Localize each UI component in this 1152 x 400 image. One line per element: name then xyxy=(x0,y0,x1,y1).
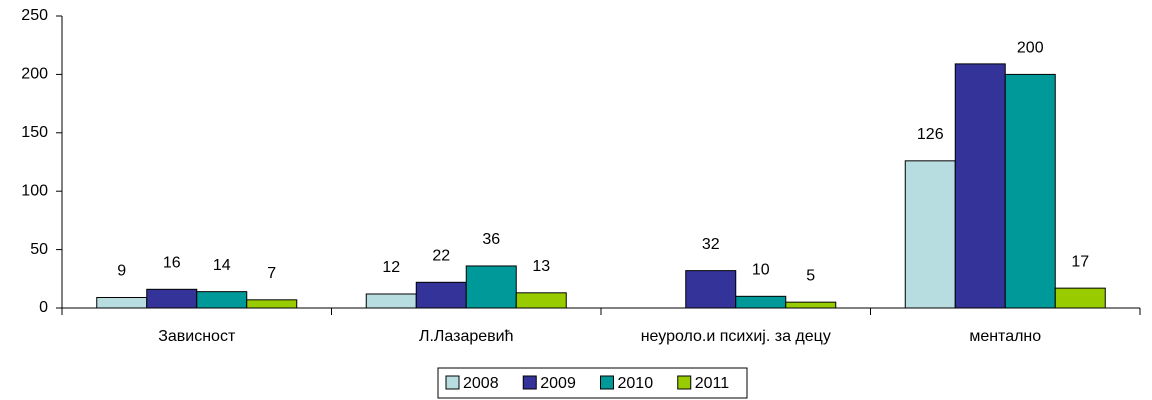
x-tick-label: Зависност xyxy=(158,328,236,345)
data-label: 126 xyxy=(917,126,944,143)
bar xyxy=(954,63,1006,309)
bar xyxy=(365,293,417,309)
legend-swatch xyxy=(677,375,692,390)
bar xyxy=(785,301,837,309)
bar xyxy=(196,291,248,309)
y-tick-label: 100 xyxy=(21,182,48,199)
bar xyxy=(146,288,198,309)
x-tick-label: Л.Лазаревић xyxy=(419,328,514,345)
legend-swatch xyxy=(522,375,537,390)
legend-label: 2009 xyxy=(540,375,576,392)
legend-swatch xyxy=(445,375,460,390)
bar xyxy=(246,299,298,309)
data-label: 17 xyxy=(1071,253,1089,270)
bar xyxy=(685,270,737,309)
x-tick-label: неуроло.и психиј. за децу xyxy=(641,328,831,345)
data-label: 32 xyxy=(702,236,720,253)
data-label: 12 xyxy=(382,259,400,276)
x-tick-label: ментално xyxy=(969,328,1041,345)
y-tick-label: 150 xyxy=(21,124,48,141)
data-label: 7 xyxy=(267,265,276,282)
y-tick-label: 50 xyxy=(30,241,48,258)
data-label: 22 xyxy=(432,248,450,265)
legend-label: 2010 xyxy=(618,375,654,392)
bar xyxy=(465,265,517,309)
data-label: 16 xyxy=(163,255,181,272)
data-label: 13 xyxy=(532,258,550,275)
bar xyxy=(1004,73,1056,309)
legend-label: 2008 xyxy=(463,375,499,392)
data-label: 200 xyxy=(1017,40,1044,57)
bar xyxy=(735,295,787,309)
bar xyxy=(1054,287,1106,309)
data-label: 10 xyxy=(752,262,770,279)
data-label: 5 xyxy=(806,267,815,284)
bar xyxy=(96,296,148,309)
bar xyxy=(515,292,567,309)
data-label: 9 xyxy=(117,263,126,280)
y-tick-label: 250 xyxy=(21,7,48,24)
y-tick-label: 200 xyxy=(21,66,48,83)
legend-swatch xyxy=(600,375,614,390)
legend-label: 2011 xyxy=(695,375,730,392)
bar xyxy=(415,281,467,309)
data-label: 14 xyxy=(213,257,231,274)
y-tick-label: 0 xyxy=(39,299,48,316)
legend-box xyxy=(437,367,748,399)
data-label: 36 xyxy=(482,231,500,248)
bar xyxy=(904,160,956,309)
